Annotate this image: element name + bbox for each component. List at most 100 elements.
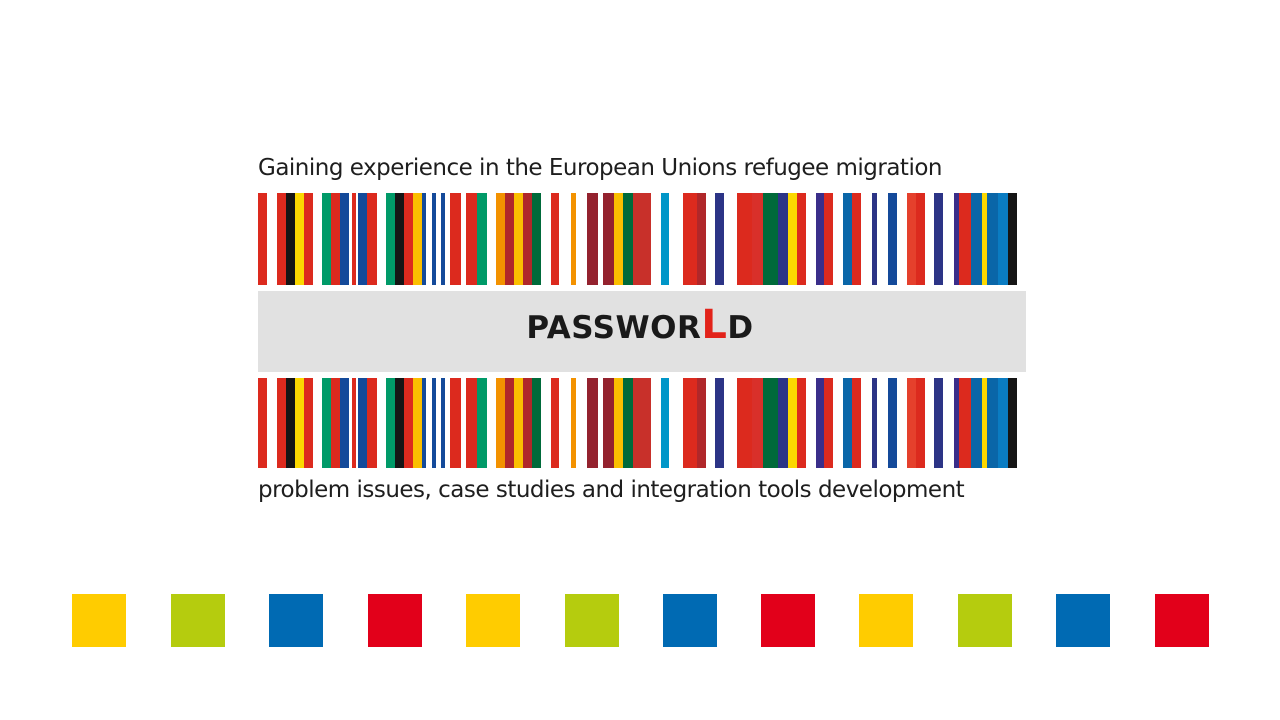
color-square — [859, 594, 913, 647]
top-stripe — [788, 193, 797, 285]
bottom-stripe — [352, 378, 356, 468]
bottom-stripe — [987, 378, 998, 468]
top-stripe — [340, 193, 349, 285]
top-stripe — [304, 193, 313, 285]
bottom-stripe — [571, 378, 576, 468]
bottom-stripe — [413, 378, 422, 468]
top-stripe — [752, 193, 763, 285]
top-stripe — [413, 193, 422, 285]
top-stripe — [623, 193, 633, 285]
top-stripe — [797, 193, 806, 285]
bottom-stripe — [623, 378, 633, 468]
bottom-stripe — [843, 378, 852, 468]
bottom-stripe — [778, 378, 788, 468]
color-square — [1155, 594, 1209, 647]
top-stripe — [432, 193, 436, 285]
top-stripe — [907, 193, 916, 285]
bottom-stripe — [422, 378, 426, 468]
color-square — [565, 594, 619, 647]
top-stripe — [603, 193, 614, 285]
top-stripe — [466, 193, 477, 285]
logo-name-band — [258, 291, 1026, 372]
top-stripe — [971, 193, 982, 285]
bottom-stripe — [982, 378, 987, 468]
top-stripe — [258, 193, 267, 285]
top-stripe — [277, 193, 286, 285]
bottom-stripe — [505, 378, 514, 468]
bottom-stripe — [872, 378, 877, 468]
top-stripe — [778, 193, 788, 285]
bottom-stripe — [788, 378, 797, 468]
color-square — [171, 594, 225, 647]
top-stripe — [888, 193, 897, 285]
bottom-stripe — [304, 378, 313, 468]
bottom-stripe — [441, 378, 445, 468]
bottom-stripe — [661, 378, 669, 468]
top-stripe — [916, 193, 925, 285]
top-stripe — [737, 193, 752, 285]
bottom-stripe — [532, 378, 541, 468]
bottom-stripe — [971, 378, 982, 468]
bottom-stripe — [395, 378, 404, 468]
bottom-stripe — [824, 378, 833, 468]
top-stripe — [532, 193, 541, 285]
top-stripe — [954, 193, 959, 285]
bottom-stripe — [331, 378, 340, 468]
bottom-stripe — [998, 378, 1008, 468]
top-stripe — [352, 193, 356, 285]
bottom-stripe — [523, 378, 532, 468]
top-stripe — [571, 193, 576, 285]
top-stripe — [441, 193, 445, 285]
top-stripe — [505, 193, 514, 285]
bottom-stripe — [258, 378, 267, 468]
color-square — [72, 594, 126, 647]
bottom-stripe — [934, 378, 943, 468]
wordmark-part2: D — [727, 310, 754, 346]
bottom-stripe — [367, 378, 377, 468]
top-stripe — [395, 193, 404, 285]
top-stripe — [683, 193, 697, 285]
bottom-stripe — [551, 378, 559, 468]
top-stripe — [477, 193, 487, 285]
color-square — [958, 594, 1012, 647]
bottom-stripe — [633, 378, 651, 468]
top-stripe — [286, 193, 295, 285]
top-stripe — [982, 193, 987, 285]
top-stripe — [331, 193, 340, 285]
bottom-stripe — [763, 378, 778, 468]
top-stripe — [450, 193, 461, 285]
bottom-stripe — [432, 378, 436, 468]
top-stripe — [587, 193, 598, 285]
top-stripe — [386, 193, 395, 285]
top-stripe — [959, 193, 971, 285]
bottom-stripe — [916, 378, 925, 468]
bottom-stripe — [907, 378, 916, 468]
top-stripe — [422, 193, 426, 285]
color-square — [269, 594, 323, 647]
bottom-stripe — [816, 378, 824, 468]
color-square — [761, 594, 815, 647]
bottom-stripe — [697, 378, 706, 468]
bottom-stripe — [797, 378, 806, 468]
bottom-stripe — [358, 378, 367, 468]
top-stripe — [496, 193, 505, 285]
logo-wordmark: PASSWORLD — [0, 305, 1280, 346]
top-stripe — [852, 193, 861, 285]
bottom-stripe — [340, 378, 349, 468]
top-stripe — [987, 193, 998, 285]
top-stripe — [763, 193, 778, 285]
top-stripe — [367, 193, 377, 285]
bottom-stripe — [514, 378, 523, 468]
top-stripe — [661, 193, 669, 285]
bottom-stripe — [683, 378, 697, 468]
top-stripe — [697, 193, 706, 285]
bottom-stripe — [715, 378, 724, 468]
bottom-stripe — [614, 378, 623, 468]
top-stripe — [614, 193, 623, 285]
bottom-stripe — [286, 378, 295, 468]
wordmark-part1: PASSWOR — [526, 310, 702, 346]
color-square — [368, 594, 422, 647]
bottom-stripe — [587, 378, 598, 468]
top-stripe — [358, 193, 367, 285]
